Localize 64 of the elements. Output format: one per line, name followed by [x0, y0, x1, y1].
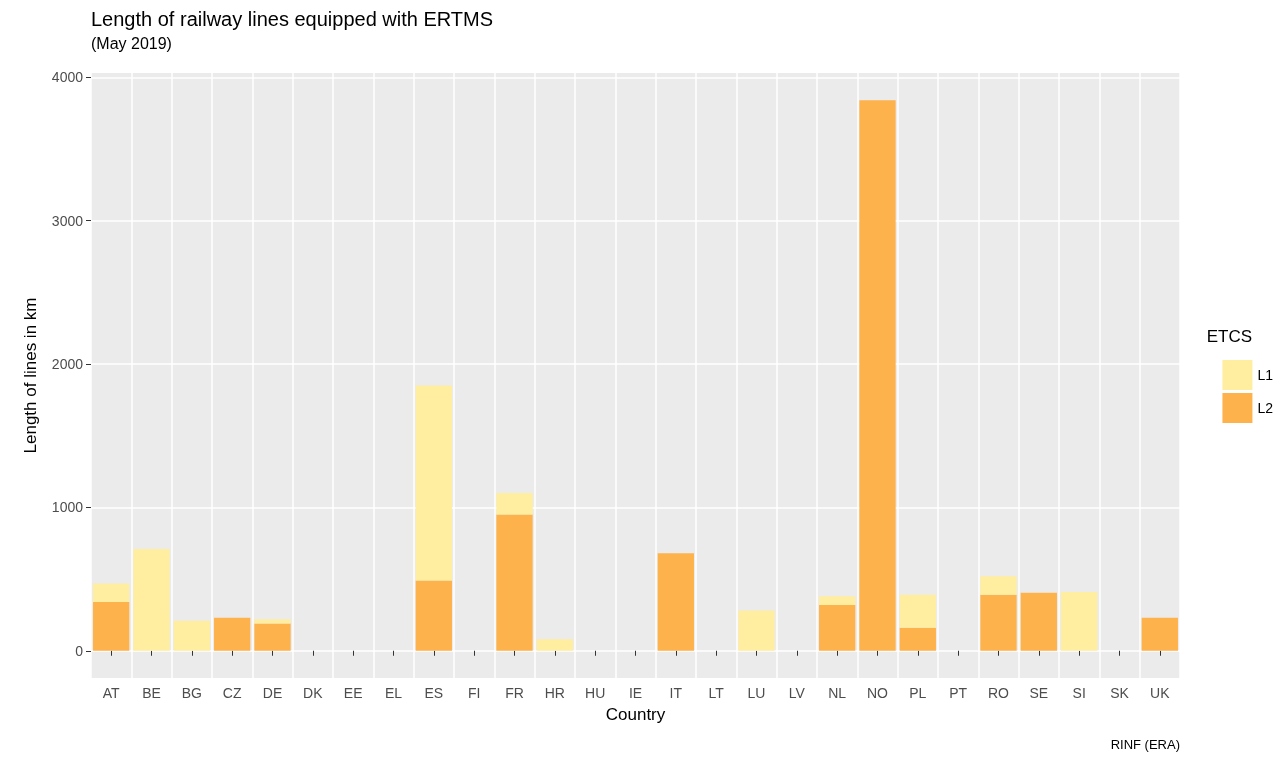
x-axis-title: Country	[605, 705, 666, 724]
bar	[899, 594, 936, 628]
bar	[819, 604, 856, 651]
x-tick-label: SE	[1029, 685, 1049, 701]
x-tick-label: FI	[467, 685, 481, 701]
y-axis-title: Length of lines in km	[21, 297, 40, 454]
bar	[415, 385, 452, 581]
x-tick-label: NL	[828, 685, 847, 701]
text: RINF (ERA)	[1110, 737, 1181, 752]
x-tick-label: IT	[669, 685, 683, 701]
bar	[738, 610, 775, 651]
y-tick-label: 4000	[51, 69, 84, 86]
bar	[1061, 591, 1098, 651]
bar	[536, 639, 573, 651]
bar	[214, 617, 251, 651]
x-tick-label: PL	[909, 685, 927, 701]
chart-title: Length of railway lines equipped with ERTMS	[91, 8, 494, 30]
bar	[254, 619, 291, 624]
x-tick-label: BE	[142, 685, 161, 701]
bar	[133, 548, 170, 651]
legend-label: L1	[1257, 367, 1274, 383]
bar	[1141, 617, 1178, 651]
bar	[899, 627, 936, 651]
x-tick-label: HU	[585, 685, 606, 701]
bar	[254, 623, 291, 651]
x-tick-label: LU	[747, 685, 766, 701]
x-tick-label: UK	[1150, 685, 1171, 701]
x-tick-label: PT	[949, 685, 968, 701]
bar	[496, 493, 533, 515]
bar	[980, 594, 1017, 651]
x-tick-label: LT	[708, 685, 725, 701]
chart-subtitle: (May 2019)	[91, 34, 172, 52]
x-tick-label: ES	[424, 685, 444, 701]
x-tick-label: HR	[544, 685, 565, 701]
bar	[93, 583, 130, 603]
y-tick-label: 1000	[51, 499, 84, 516]
bar	[859, 100, 896, 651]
bar	[819, 596, 856, 605]
legend-title: ETCS	[1206, 327, 1252, 346]
x-tick-label: RO	[988, 685, 1010, 701]
x-tick-label: FR	[505, 685, 524, 701]
x-tick-label: AT	[102, 685, 121, 701]
y-tick-label: 2000	[51, 356, 84, 373]
x-tick-label: DE	[262, 685, 283, 701]
x-tick-label: CZ	[222, 685, 242, 701]
x-tick-label: EE	[343, 685, 363, 701]
bar	[496, 514, 533, 651]
x-tick-label: SK	[1110, 685, 1130, 701]
y-tick-label: 0	[75, 642, 84, 659]
x-tick-label: NO	[867, 685, 889, 701]
bar	[415, 580, 452, 651]
y-tick-label: 3000	[51, 212, 84, 229]
x-tick-label: SI	[1072, 685, 1086, 701]
bar	[1020, 592, 1057, 651]
bar	[980, 576, 1017, 595]
x-tick-label: LV	[788, 685, 806, 701]
x-tick-label: DK	[303, 685, 324, 701]
x-tick-label: IE	[628, 685, 643, 701]
bar	[93, 602, 130, 651]
x-tick-label: EL	[384, 685, 403, 701]
bar	[173, 620, 210, 651]
legend-label: L2	[1257, 400, 1274, 416]
bar	[657, 553, 694, 651]
x-tick-label: BG	[181, 685, 202, 701]
